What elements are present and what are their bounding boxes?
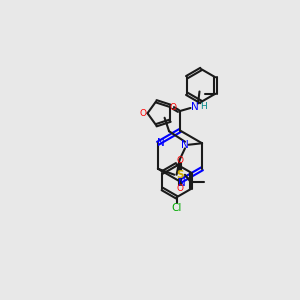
Text: O: O bbox=[169, 103, 176, 112]
Text: N: N bbox=[157, 138, 165, 148]
Text: N: N bbox=[181, 140, 189, 150]
Text: S: S bbox=[176, 170, 184, 180]
Text: N: N bbox=[191, 101, 199, 112]
Text: O: O bbox=[176, 157, 183, 166]
Text: O: O bbox=[176, 184, 183, 193]
Text: N: N bbox=[178, 178, 185, 188]
Text: Cl: Cl bbox=[171, 203, 182, 213]
Text: O: O bbox=[140, 109, 146, 118]
Text: H: H bbox=[200, 102, 206, 111]
